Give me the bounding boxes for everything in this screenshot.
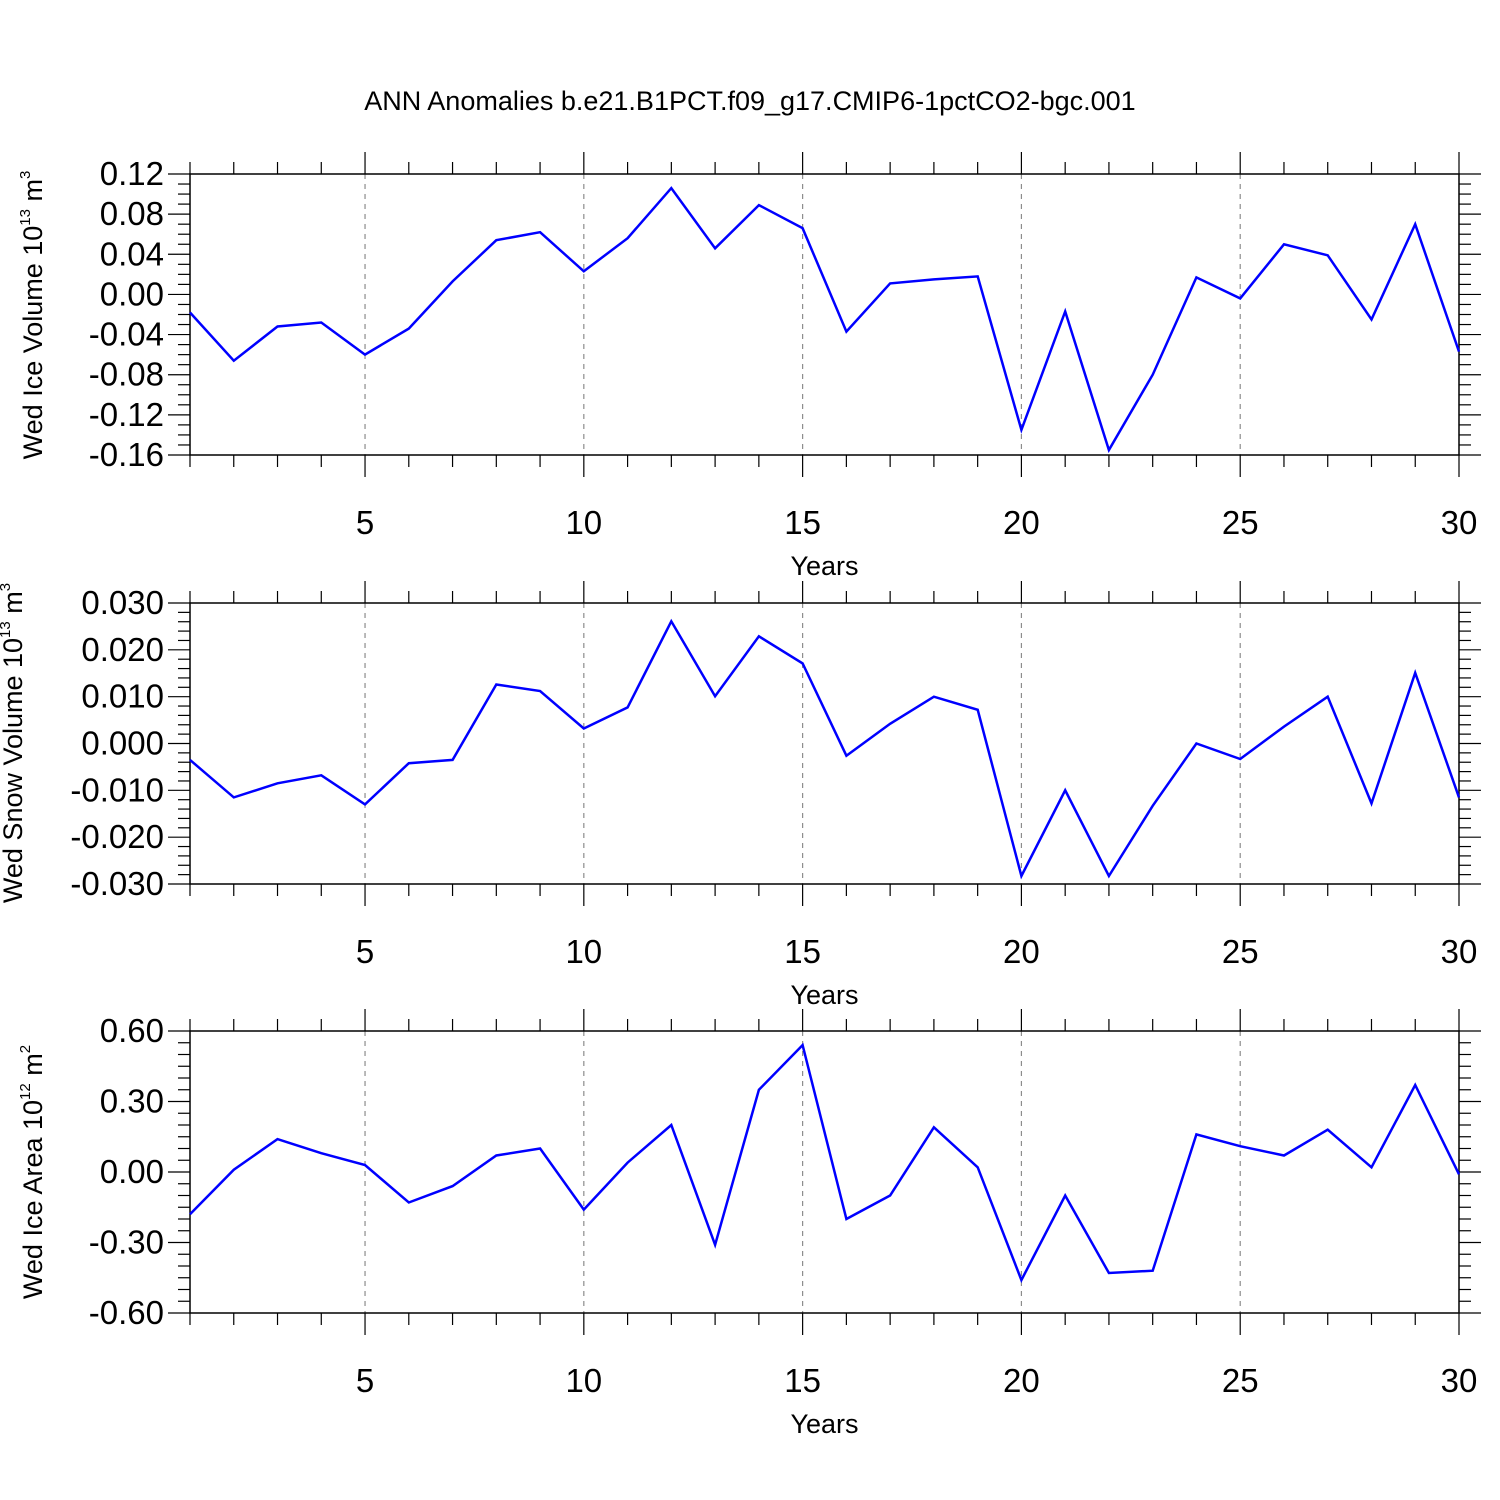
x-tick-label: 30 (1441, 933, 1478, 970)
y-tick-label: -0.08 (89, 356, 164, 393)
y-axis-title: Wed Snow Volume 1013 m3 (0, 583, 28, 903)
y-tick-label: -0.12 (89, 396, 164, 433)
x-tick-label: 20 (1003, 1362, 1040, 1399)
x-tick-label: 25 (1222, 504, 1259, 541)
x-tick-label: 25 (1222, 1362, 1259, 1399)
x-tick-label: 15 (784, 933, 821, 970)
y-tick-label: -0.020 (70, 818, 164, 855)
y-tick-label: -0.030 (70, 865, 164, 902)
x-tick-label: 5 (356, 933, 374, 970)
y-tick-label: 0.000 (81, 725, 164, 762)
y-axis-title: Wed Ice Area 1012 m2 (17, 1045, 48, 1299)
y-tick-label: 0.08 (100, 195, 164, 232)
series-line (189, 1042, 1461, 1284)
y-tick-label: 0.00 (100, 275, 164, 312)
y-tick-label: 0.12 (100, 155, 164, 192)
plot-frame (189, 602, 1460, 885)
x-tick-label: 10 (565, 1362, 602, 1399)
series-line (189, 186, 1461, 454)
plot-frame (189, 1030, 1460, 1314)
series-line (189, 618, 1461, 880)
y-tick-label: 0.030 (81, 584, 164, 621)
x-tick-label: 15 (784, 1362, 821, 1399)
x-tick-label: 20 (1003, 933, 1040, 970)
x-tick-label: 5 (356, 1362, 374, 1399)
y-tick-label: -0.16 (89, 436, 164, 473)
x-tick-label: 5 (356, 504, 374, 541)
y-axis-title: Wed Ice Volume 1013 m3 (17, 171, 48, 460)
y-tick-label: 0.60 (100, 1012, 164, 1049)
y-tick-label: 0.00 (100, 1153, 164, 1190)
x-tick-label: 10 (565, 504, 602, 541)
x-tick-label: 20 (1003, 504, 1040, 541)
y-tick-label: 0.04 (100, 235, 164, 272)
y-tick-label: -0.04 (89, 316, 164, 353)
x-tick-label: 30 (1441, 504, 1478, 541)
x-tick-label: 25 (1222, 933, 1259, 970)
panel-2: 5 10 15 20 25 30 Years 0.030 0.020 0.010 0.000 -0.0… (0, 581, 1481, 1010)
y-tick-label: 0.30 (100, 1083, 164, 1120)
chart-title: ANN Anomalies b.e21.B1PCT.f09_g17.CMIP6-… (364, 86, 1136, 116)
y-tick-label: -0.30 (89, 1224, 164, 1261)
x-axis-title: Years (790, 1409, 858, 1439)
panel-1: 5 10 15 20 25 30Years0.120.080.040.00-0.04-0.… (17, 152, 1481, 581)
plot-frame (189, 173, 1460, 456)
y-tick-label: -0.60 (89, 1294, 164, 1331)
x-axis-title: Years (790, 551, 858, 581)
panel-3: 5 10 15 20 25 30 Years 0.60 0.30 0.00 -0.30 -0.60 We… (17, 1009, 1481, 1439)
x-axis-title: Years (790, 980, 858, 1010)
y-tick-label: 0.020 (81, 631, 164, 668)
y-tick-label: -0.010 (70, 771, 164, 808)
x-tick-label: 30 (1441, 1362, 1478, 1399)
x-tick-label: 15 (784, 504, 821, 541)
y-tick-label: 0.010 (81, 678, 164, 715)
x-tick-label: 10 (565, 933, 602, 970)
